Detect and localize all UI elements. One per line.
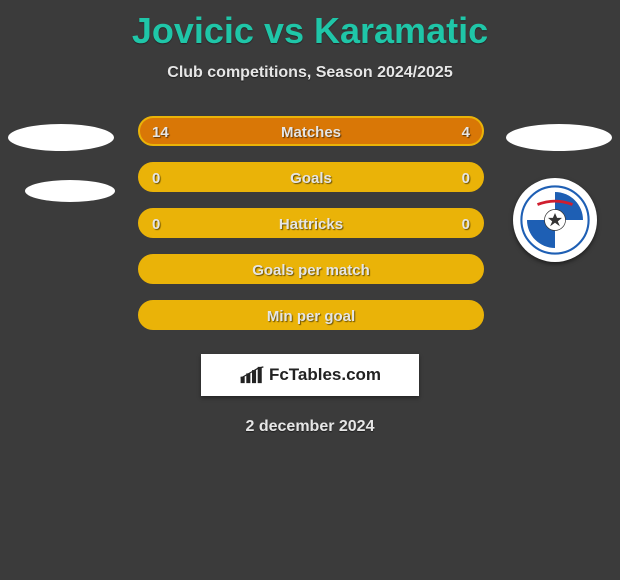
comparison-row: 00Hattricks — [0, 208, 620, 254]
bar-label: Matches — [140, 118, 482, 146]
bar-label: Min per goal — [140, 302, 482, 330]
brand-badge[interactable]: FcTables.com — [201, 354, 419, 396]
date-text: 2 december 2024 — [0, 418, 620, 436]
bar-label: Goals — [140, 164, 482, 192]
bar-track: Min per goal — [138, 300, 484, 330]
brand-text: FcTables.com — [269, 365, 381, 385]
comparison-row: 144Matches — [0, 116, 620, 162]
comparison-row: Goals per match — [0, 254, 620, 300]
bar-track: 00Goals — [138, 162, 484, 192]
comparison-chart: 144Matches 00Goals 00Hattricks Goals per ma… — [0, 116, 620, 346]
bar-track: Goals per match — [138, 254, 484, 284]
page-title: Jovicic vs Karamatic — [0, 0, 620, 52]
comparison-row: Min per goal — [0, 300, 620, 346]
bar-track: 144Matches — [138, 116, 484, 146]
page-subtitle: Club competitions, Season 2024/2025 — [0, 64, 620, 82]
comparison-row: 00Goals — [0, 162, 620, 208]
bar-label: Hattricks — [140, 210, 482, 238]
bar-track: 00Hattricks — [138, 208, 484, 238]
bar-label: Goals per match — [140, 256, 482, 284]
bar-chart-icon — [239, 365, 265, 385]
